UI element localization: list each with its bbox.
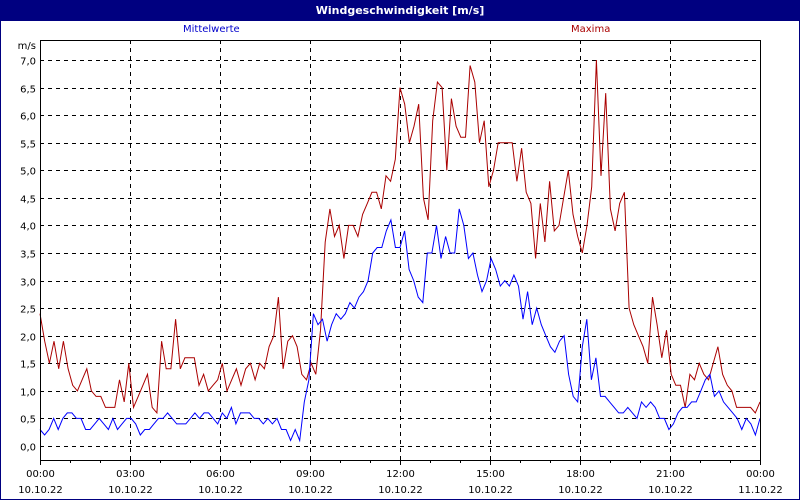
x-tick-date: 10.10.22: [468, 485, 513, 496]
y-tick-label: 4,5: [20, 195, 36, 206]
x-tick-time: 15:00: [476, 469, 505, 480]
x-tick-time: 03:00: [116, 469, 145, 480]
y-tick-label: 0,0: [20, 443, 36, 454]
y-tick-label: 6,5: [20, 85, 36, 96]
x-tick-time: 09:00: [296, 469, 325, 480]
x-tick-time: 18:00: [566, 469, 595, 480]
x-tick-date: 10.10.22: [288, 485, 333, 496]
series-mittelwerte-line: [39, 208, 761, 443]
x-tick-date: 11.10.22: [738, 485, 783, 496]
x-tick-date: 10.10.22: [648, 485, 693, 496]
legend-mittelwerte: Mittelwerte: [183, 24, 240, 35]
y-tick-label: 7,0: [20, 57, 36, 68]
y-tick-label: 5,0: [20, 167, 36, 178]
x-tick-time: 12:00: [386, 469, 415, 480]
y-axis-unit: m/s: [18, 41, 36, 52]
x-tick-date: 10.10.22: [378, 485, 423, 496]
x-tick-time: 06:00: [206, 469, 235, 480]
grid-lines: [40, 40, 760, 460]
y-tick-label: 1,5: [20, 360, 36, 371]
x-tick-time: 00:00: [746, 469, 775, 480]
y-tick-label: 1,0: [20, 388, 36, 399]
series-maxima-line: [39, 59, 761, 415]
legend-maxima: Maxima: [571, 24, 611, 35]
plot-frame: [40, 40, 761, 461]
y-tick-label: 0,5: [20, 415, 36, 426]
x-tick-date: 10.10.22: [558, 485, 603, 496]
x-axis: 00:00 10.10.22 03:00 10.10.22 06:00 10.10.22 0…: [18, 460, 783, 496]
y-axis: m/s 7,0 6,5 6,0 5,5 5,0 4,5 4,0 3,5 3,0 2,5 2,0 1,5 1…: [18, 41, 36, 454]
y-tick-label: 2,5: [20, 305, 36, 316]
x-tick-time: 00:00: [26, 469, 55, 480]
y-tick-label: 2,0: [20, 333, 36, 344]
chart-title: Windgeschwindigkeit [m/s]: [1, 1, 799, 21]
x-tick-time: 21:00: [656, 469, 685, 480]
x-tick-date: 10.10.22: [108, 485, 153, 496]
x-tick-date: 10.10.22: [198, 485, 243, 496]
y-tick-label: 6,0: [20, 112, 36, 123]
x-tick-date: 10.10.22: [18, 485, 63, 496]
y-tick-label: 3,0: [20, 278, 36, 289]
y-tick-label: 4,0: [20, 222, 36, 233]
y-tick-label: 3,5: [20, 250, 36, 261]
y-tick-label: 5,5: [20, 140, 36, 151]
